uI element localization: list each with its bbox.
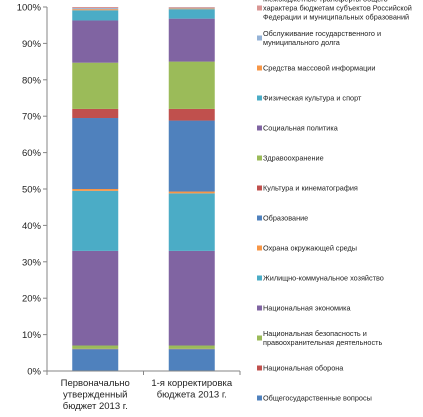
legend-label: Культура и кинематография — [263, 184, 358, 193]
legend-label: Межбюджетные трансферты общегохарактера … — [263, 0, 412, 22]
y-tick-label: 90% — [22, 39, 42, 50]
bar-segment — [72, 20, 119, 63]
legend-label-line: Межбюджетные трансферты общего — [263, 0, 388, 4]
bar-segment — [72, 108, 119, 119]
bars — [72, 7, 215, 371]
legend-marker — [257, 365, 262, 371]
legend-label-line: Физическая культура и спорт — [263, 94, 362, 103]
legend: Межбюджетные трансферты общегохарактера … — [257, 0, 412, 403]
bar-segment — [168, 7, 215, 9]
y-tick-label: 60% — [22, 148, 42, 159]
y-axis: 0% 10% 20% 30% 40% 50% 60% 70% 80% 90% 100% — [17, 3, 48, 378]
x-category-label: 1-я корректировка бюджета 2013 г. — [151, 378, 233, 401]
bar-segment — [168, 8, 215, 10]
legend-marker — [257, 125, 262, 131]
x-category-label-line: Первоначально — [61, 378, 130, 389]
bar-segment — [72, 9, 119, 11]
y-tick-label: 50% — [22, 185, 42, 196]
legend-label-line: Культура и кинематография — [263, 184, 358, 193]
legend-label-line: Национальная безопасность и — [263, 329, 367, 338]
bar-segment — [72, 250, 119, 346]
legend-label: Охрана окружающей среды — [263, 244, 357, 253]
legend-marker — [257, 335, 262, 341]
bar-segment — [168, 108, 215, 121]
x-category-label-line: бюджет 2013 г. — [63, 401, 128, 412]
legend-label: Здравоохранение — [263, 154, 324, 163]
legend-label-line: Обслуживание государственного и — [263, 29, 381, 38]
y-tick-label: 100% — [17, 3, 42, 14]
legend-label-line: Образование — [263, 214, 308, 223]
bar-segment — [168, 120, 215, 192]
bar-segment — [72, 189, 119, 191]
legend-label: Образование — [263, 214, 308, 223]
bar-segment — [72, 190, 119, 251]
bar-segment — [72, 118, 119, 189]
legend-label-line: характера бюджетам субъектов Российской — [263, 4, 412, 13]
legend-label: Национальная оборона — [263, 364, 344, 373]
legend-marker — [257, 185, 262, 191]
y-tick-label: 70% — [22, 112, 42, 123]
legend-label-line: Национальная экономика — [263, 304, 351, 313]
y-tick-label: 0% — [27, 367, 41, 378]
x-category-label-line: бюджета 2013 г. — [157, 390, 227, 401]
legend-marker — [257, 5, 262, 11]
legend-label-line: Здравоохранение — [263, 154, 324, 163]
legend-label-line: Социальная политика — [263, 124, 339, 133]
bar-segment — [72, 10, 119, 21]
x-axis: Первоначально утвержденный бюджет 2013 г. 1… — [46, 370, 241, 412]
legend-label: Национальная безопасность и правоохраните… — [263, 329, 382, 347]
y-tick-label: 20% — [22, 294, 42, 305]
bar-segment — [72, 62, 119, 109]
bar-segment — [72, 7, 119, 9]
legend-marker — [257, 215, 262, 221]
legend-label-line: Охрана окружающей среды — [263, 244, 357, 253]
legend-marker — [257, 275, 262, 281]
x-category-label-line: утвержденный — [63, 390, 127, 401]
legend-label-line: Национальная оборона — [263, 364, 344, 373]
bar-segment — [168, 349, 215, 371]
legend-marker — [257, 155, 262, 161]
bar-segment — [168, 193, 215, 251]
y-tick-label: 10% — [22, 330, 42, 341]
legend-label-line: Средства массовой информации — [263, 64, 375, 73]
x-category-label: Первоначально утвержденный бюджет 2013 г. — [61, 378, 130, 412]
bar-segment — [168, 250, 215, 346]
y-tick-label: 80% — [22, 75, 42, 86]
bar-segment — [72, 349, 119, 371]
legend-label: Физическая культура и спорт — [263, 94, 362, 103]
legend-marker — [257, 35, 262, 41]
legend-label: Национальная экономика — [263, 304, 351, 313]
legend-label: Жилищно-коммунальное хозяйство — [263, 274, 384, 283]
legend-marker — [257, 65, 262, 71]
legend-marker — [257, 245, 262, 251]
legend-marker — [257, 305, 262, 311]
y-tick-label: 40% — [22, 221, 42, 232]
bar-segment — [168, 18, 215, 62]
bar-segment — [168, 9, 215, 19]
legend-label: Обслуживание государственного и муниципал… — [263, 29, 381, 47]
legend-marker — [257, 95, 262, 101]
legend-label: Социальная политика — [263, 124, 339, 133]
legend-label-line: муниципального долга — [263, 38, 341, 47]
legend-label-line: Федерации и муниципальных образований — [263, 13, 409, 22]
legend-label-line: правоохранительная деятельность — [263, 338, 382, 347]
x-category-label-line: 1-я корректировка — [151, 378, 233, 389]
legend-label-line: Жилищно-коммунальное хозяйство — [263, 274, 384, 283]
legend-marker — [257, 395, 262, 401]
bar-segment — [168, 61, 215, 109]
bar-segment — [72, 345, 119, 349]
legend-label: Общегосударственные вопросы — [263, 394, 372, 403]
legend-label: Средства массовой информации — [263, 64, 375, 73]
y-tick-label: 30% — [22, 257, 42, 268]
legend-label-line: Общегосударственные вопросы — [263, 394, 372, 403]
bar-segment — [168, 191, 215, 194]
bar-segment — [72, 8, 119, 10]
bar-segment — [168, 7, 215, 8]
bar-segment — [168, 345, 215, 349]
